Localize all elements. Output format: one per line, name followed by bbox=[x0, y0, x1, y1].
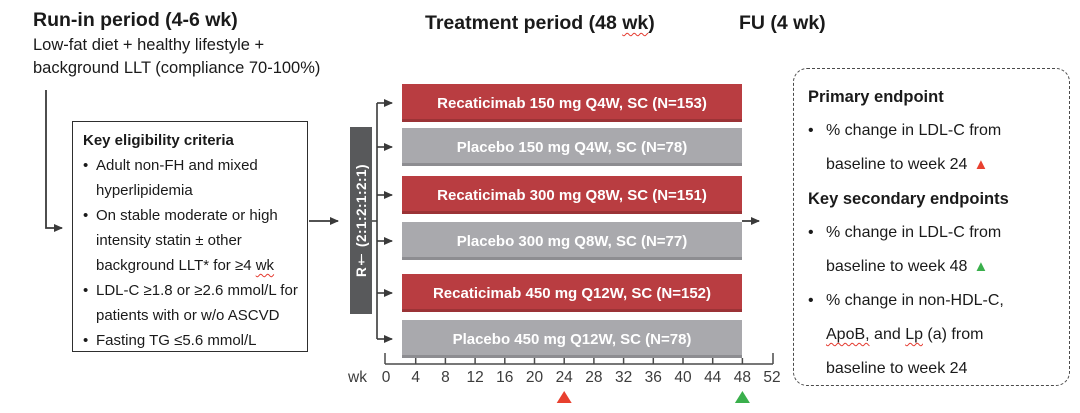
branch-trunk-line bbox=[372, 103, 378, 339]
run-in-title: Run-in period (4-6 wk) bbox=[33, 9, 238, 31]
axis-tick-label: 52 bbox=[763, 369, 781, 386]
endpoint-item: • % change in LDL-C from baseline to week… bbox=[808, 114, 1061, 182]
arm-bar-placebo-150mg: Placebo 150 mg Q4W, SC (N=78) bbox=[402, 128, 742, 166]
arm-bar-recaticimab-450mg: Recaticimab 450 mg Q12W, SC (N=152) bbox=[402, 274, 742, 312]
triangle-up-red-icon: ▲ bbox=[973, 156, 989, 173]
follow-up-title: FU (4 wk) bbox=[739, 12, 826, 34]
triangle-up-green-icon: ▲ bbox=[973, 258, 989, 275]
bullet-icon: • bbox=[83, 207, 89, 224]
run-in-subtitle-line1: Low-fat diet + healthy lifestyle + bbox=[33, 36, 265, 54]
randomization-box: R† (2:1:2:1:2:1) bbox=[350, 127, 372, 314]
arm-bar-recaticimab-150mg: Recaticimab 150 mg Q4W, SC (N=153) bbox=[402, 84, 742, 122]
endpoints-box: Primary endpoint • % change in LDL-C fro… bbox=[793, 68, 1070, 386]
axis-tick-label: 32 bbox=[614, 369, 633, 386]
week24-marker-triangle-icon bbox=[556, 391, 572, 403]
bullet-icon: • bbox=[83, 282, 89, 299]
runin-flow-arrow bbox=[45, 90, 63, 232]
eligibility-item: • Fasting TG ≤5.6 mmol/L bbox=[83, 328, 301, 353]
primary-endpoint-title: Primary endpoint bbox=[808, 88, 944, 106]
axis-tick-label: 36 bbox=[644, 369, 662, 386]
eligibility-item: • Adult non-FH and mixed hyperlipidemia bbox=[83, 153, 301, 203]
spellcheck-wavy-word: Lp bbox=[905, 326, 923, 343]
run-in-subtitle-line2: background LLT (compliance 70-100%) bbox=[33, 59, 321, 77]
axis-tick-label: 4 bbox=[411, 369, 420, 386]
eligibility-title: Key eligibility criteria bbox=[83, 132, 234, 149]
axis-tick-label: 44 bbox=[704, 369, 722, 386]
arm-bar-placebo-300mg: Placebo 300 mg Q8W, SC (N=77) bbox=[402, 222, 742, 260]
endpoint-item: • % change in non-HDL-C, ApoB, and Lp (a)… bbox=[808, 284, 1061, 386]
axis-tick-label: 0 bbox=[381, 369, 391, 386]
bullet-icon: • bbox=[808, 292, 814, 309]
axis-tick-label: 28 bbox=[585, 369, 603, 386]
spellcheck-wavy-word: wk bbox=[255, 257, 275, 274]
spellcheck-wavy-word: wk bbox=[622, 12, 649, 34]
week48-marker-triangle-icon bbox=[734, 391, 750, 403]
axis-tick-label: 12 bbox=[466, 369, 484, 386]
randomization-label: R† (2:1:2:1:2:1) bbox=[353, 163, 369, 278]
axis-tick-label: 24 bbox=[555, 369, 573, 386]
axis-tick-label: 16 bbox=[496, 369, 514, 386]
bullet-icon: • bbox=[808, 224, 814, 241]
axis-tick-label: 48 bbox=[733, 369, 752, 386]
axis-tick-label: 8 bbox=[441, 369, 450, 386]
bullet-icon: • bbox=[83, 332, 89, 349]
axis-tick-label: 40 bbox=[674, 369, 692, 386]
treatment-period-title: Treatment period (48 wk) bbox=[425, 12, 655, 34]
bullet-icon: • bbox=[83, 157, 89, 174]
spellcheck-wavy-word: ApoB, bbox=[826, 326, 870, 343]
arm-bar-placebo-450mg: Placebo 450 mg Q12W, SC (N=78) bbox=[402, 320, 742, 358]
run-in-header: Run-in period (4-6 wk) Low-fat diet + he… bbox=[33, 7, 320, 80]
axis-week-unit-label: wk bbox=[348, 369, 367, 386]
eligibility-item: • On stable moderate or high intensity st… bbox=[83, 203, 301, 278]
bullet-icon: • bbox=[808, 122, 814, 139]
endpoint-item: • % change in LDL-C from baseline to week… bbox=[808, 216, 1061, 284]
secondary-endpoints-title: Key secondary endpoints bbox=[808, 190, 1009, 208]
arm-bar-recaticimab-300mg: Recaticimab 300 mg Q8W, SC (N=151) bbox=[402, 176, 742, 214]
axis-tick-label: 20 bbox=[525, 369, 544, 386]
eligibility-item: • LDL-C ≥1.8 or ≥2.6 mmol/L for patients … bbox=[83, 278, 301, 328]
eligibility-box: Key eligibility criteria • Adult non-FH … bbox=[72, 121, 308, 352]
